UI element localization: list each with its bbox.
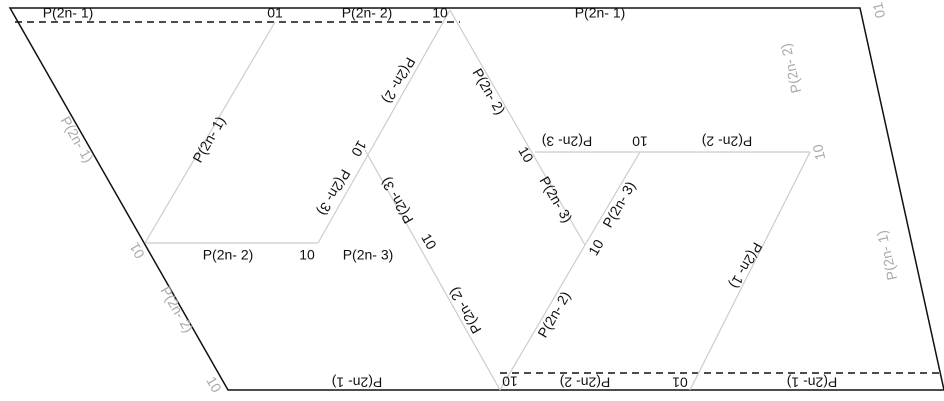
inner-line — [144, 21, 276, 244]
edge-label: P(2n- 2) — [470, 65, 509, 117]
inner-line — [499, 244, 586, 391]
edge-label: 01 — [869, 1, 888, 20]
edge-label: P(2n- 2) — [158, 283, 197, 335]
edge-label: 10 — [585, 236, 607, 258]
edge-label: 10 — [432, 5, 448, 21]
edge-label: 01 — [126, 240, 148, 262]
edge-label: 10 — [632, 133, 648, 149]
edge-label: 10 — [515, 144, 537, 166]
edge-label: 10 — [502, 373, 518, 389]
edge-label: P(2n- 3) — [537, 173, 576, 225]
edge-label: 01 — [672, 374, 688, 390]
edge-label: P(2n- 3) — [599, 178, 638, 230]
edge-label: P(2n- 1) — [873, 229, 900, 282]
edge-label: P(2n- 2) — [777, 42, 804, 95]
inner-line — [364, 149, 501, 391]
edge-label: 10 — [203, 374, 225, 396]
edge-label: P(2n- 2) — [560, 374, 611, 390]
edge-label: 01 — [267, 5, 283, 21]
inner-line — [449, 9, 586, 246]
edge-label: 10 — [299, 247, 315, 263]
edge-label: P(2n- 1) — [189, 113, 228, 165]
edge-label: P(2n- 1) — [43, 5, 94, 21]
edge-label: P(2n- 3) — [377, 175, 416, 227]
edge-label: P(2n- 3) — [315, 167, 354, 219]
edge-label: P(2n- 1) — [332, 374, 383, 390]
inner-lines — [144, 9, 811, 391]
edge-label: P(2n- 2) — [702, 133, 753, 149]
inner-line — [317, 9, 451, 244]
edge-label: P(2n- 1) — [575, 5, 626, 21]
edge-label: P(2n- 3) — [343, 247, 394, 263]
edge-label: P(2n- 2) — [203, 247, 254, 263]
edge-label: 10 — [418, 231, 440, 253]
edge-label: P(2n- 1) — [58, 113, 97, 165]
outer-parallelogram — [8, 7, 944, 391]
edge-label: P(2n- 2) — [534, 288, 573, 340]
edge-label: 10 — [809, 143, 828, 162]
edge-label: 10 — [348, 138, 370, 160]
edge-label: P(2n- 1) — [787, 374, 838, 390]
edge-label: P(2n- 1) — [727, 240, 766, 292]
edge-label: P(2n- 3) — [542, 133, 593, 149]
edge-label: P(2n- 2) — [342, 5, 393, 21]
inner-line — [689, 151, 811, 391]
inner-line — [584, 151, 641, 246]
